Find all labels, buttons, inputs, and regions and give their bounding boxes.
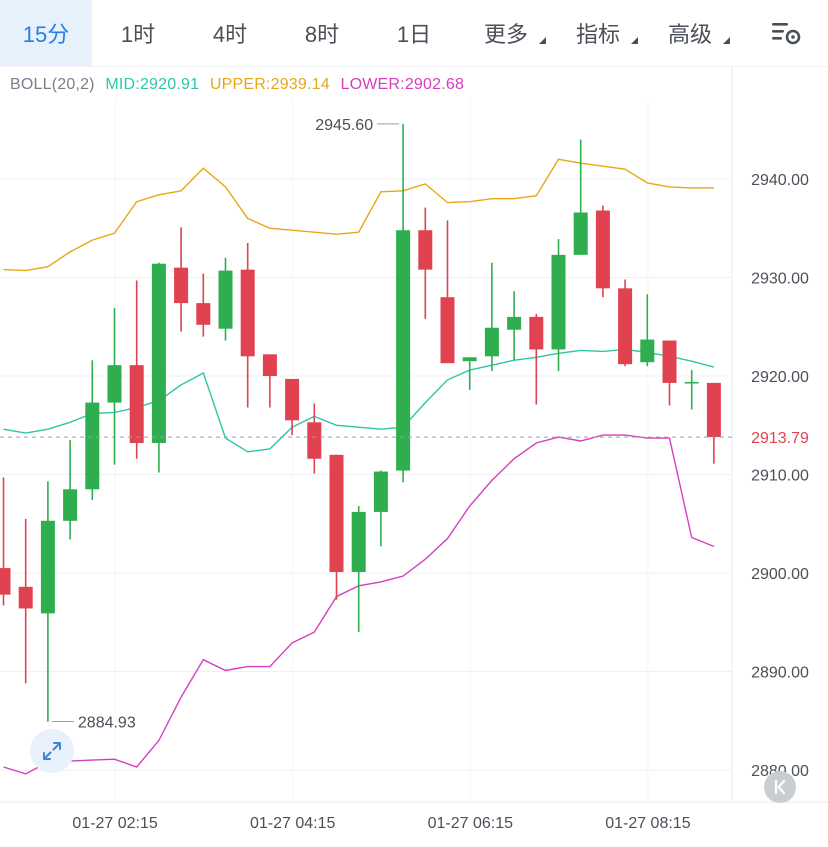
boll-name: BOLL(20,2) [10,76,95,93]
timeframe-tab-bar: 15分 1时 4时 8时 1日 更多 指标 高级 [0,0,828,67]
boll-mid-value: MID:2920.91 [105,76,200,93]
tab-1[interactable]: 1时 [92,0,184,66]
y-tick-label: 2920.00 [751,369,809,386]
boll-upper-line [3,158,714,272]
candle-body [573,212,588,255]
candle-body [595,210,610,289]
candle-body [262,354,277,376]
candles [0,123,721,722]
candle-body [307,422,322,459]
candle-body [18,586,33,609]
tab-6[interactable]: 指标 [552,0,644,66]
scroll-to-latest-icon[interactable] [764,771,796,803]
candle-body [706,382,721,438]
tab-label: 更多 [483,22,528,47]
candle-body [618,288,633,365]
y-tick-label: 2940.00 [751,172,809,189]
candle-body [40,520,55,614]
tab-7[interactable]: 高级 [644,0,736,66]
candle-body [174,267,189,304]
chart-grid [0,66,828,803]
tab-2[interactable]: 4时 [184,0,276,66]
candle-body [462,357,477,362]
y-tick-label: 2910.00 [751,468,809,485]
tab-label: 15分 [22,22,70,47]
x-tick-label: 01-27 06:15 [428,815,514,832]
tab-label: 指标 [575,22,620,47]
tab-4[interactable]: 1日 [368,0,460,66]
tab-3[interactable]: 8时 [276,0,368,66]
candle-body [551,254,566,350]
candle-body [440,297,455,364]
candle-body [373,471,388,512]
tab-label: 4时 [212,22,248,47]
chart-axes: 2940.00 2930.00 2920.00 2910.00 2900.00 2890.… [72,172,809,832]
chart-overlays: 2913.79 2945.60 2884.93 [0,117,809,731]
tab-label: 1时 [120,22,156,47]
candle-body [0,568,11,595]
candle-body [85,402,100,490]
tab-5[interactable]: 更多 [460,0,552,66]
y-tick-label: 2930.00 [751,271,809,288]
boll-indicator-legend[interactable]: BOLL(20,2) MID:2920.91 UPPER:2939.14 LOW… [10,76,470,94]
max-price-label: 2945.60 [315,117,373,134]
chart-settings-icon[interactable] [770,18,802,48]
expand-arrows-icon[interactable] [30,729,74,773]
y-tick-label: 2900.00 [751,566,809,583]
x-tick-label: 01-27 08:15 [605,815,691,832]
tab-label: 高级 [667,22,712,47]
candle-body [351,511,366,573]
candle-body [63,489,78,521]
x-tick-label: 01-27 02:15 [72,815,158,832]
candle-body [684,381,699,384]
candle-body [285,378,300,421]
boll-lower-value: LOWER:2902.68 [340,76,465,93]
candle-body [107,365,122,403]
tab-0[interactable]: 15分 [0,0,92,66]
last-price-label: 2913.79 [751,430,809,447]
candle-body [240,269,255,357]
y-tick-label: 2890.00 [751,665,809,682]
dropdown-caret-icon [723,37,730,44]
min-price-label: 2884.93 [78,714,136,731]
candle-body [329,454,344,573]
dropdown-caret-icon [631,37,638,44]
tab-label: 8时 [304,22,340,47]
boll-upper-value: UPPER:2939.14 [209,76,330,93]
dropdown-caret-icon [539,37,546,44]
x-tick-label: 01-27 04:15 [250,815,336,832]
candle-body [129,365,144,443]
candle-body [396,230,411,471]
candle-body [662,340,677,383]
candle-body [484,327,499,357]
candle-body [151,263,166,443]
tab-label: 1日 [396,22,432,47]
candle-body [418,230,433,270]
candle-body [529,316,544,350]
candle-body [640,339,655,363]
candle-body [218,270,233,329]
candle-body [507,316,522,330]
boll-mid-line [3,348,715,453]
candle-body [196,303,211,325]
